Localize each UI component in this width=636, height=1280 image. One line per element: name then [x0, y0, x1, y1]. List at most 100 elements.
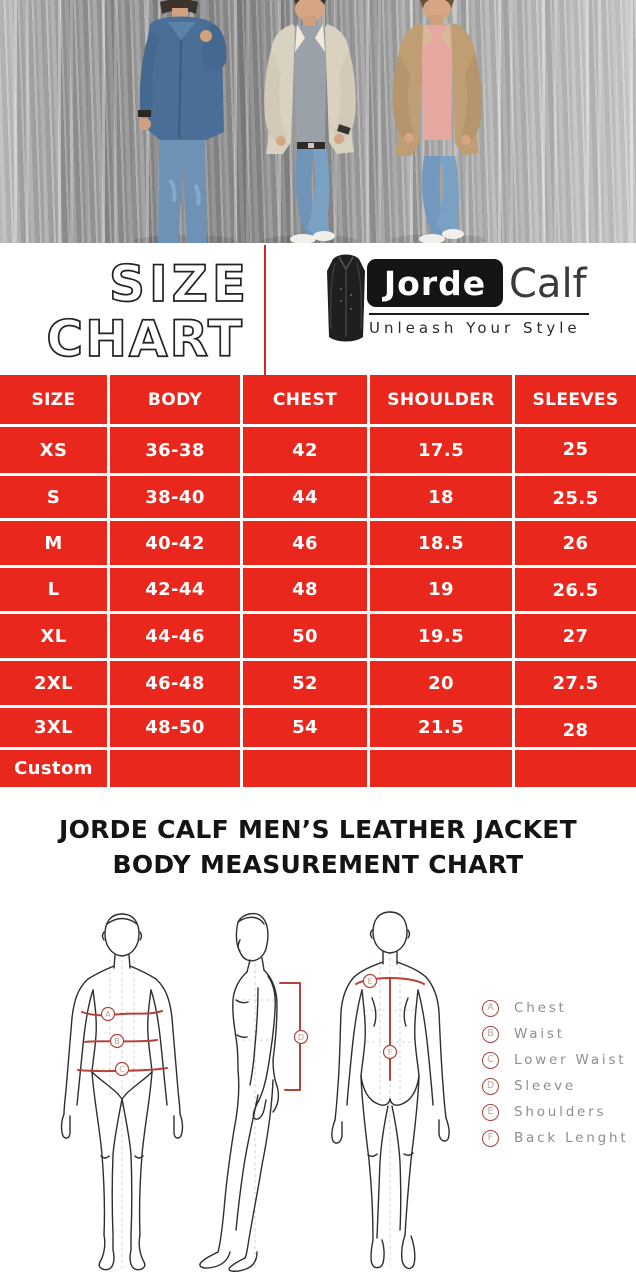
- red-divider-line: [264, 245, 266, 375]
- chart-word: CHART: [46, 310, 244, 368]
- photo-figures: [133, 0, 486, 243]
- legend-item-sleeve: D Sleeve: [482, 1077, 628, 1095]
- table-cell: 18.5: [370, 521, 515, 568]
- table-cell: 20: [370, 661, 515, 708]
- body-diagrams: A B C D E F: [60, 910, 450, 1272]
- table-cell: 54: [243, 708, 370, 750]
- table-cell: [515, 750, 636, 787]
- measurement-chart-title: JORDE CALF MEN’S LEATHER JACKET BODY MEA…: [0, 812, 636, 882]
- table-cell: 27: [515, 614, 636, 661]
- chest-line: [81, 1010, 163, 1017]
- legend-key-E: E: [482, 1103, 499, 1121]
- jorde-calf-logo: Jorde Calf Unleash Your Style: [325, 247, 625, 351]
- man-denim-jacket: [138, 0, 227, 243]
- table-cell: S: [0, 476, 110, 521]
- figure-back-view: [331, 911, 450, 1270]
- legend-key-C: C: [482, 1051, 499, 1069]
- logo-pill: Jorde: [367, 259, 503, 307]
- table-cell: [110, 750, 243, 787]
- measurement-lines: [77, 977, 425, 1091]
- man-tan-jacket: [392, 0, 482, 243]
- marker-letter-D: D: [298, 1033, 304, 1042]
- table-cell: 44: [243, 476, 370, 521]
- marker-circle-E: [362, 973, 378, 989]
- table-cell: 26: [515, 521, 636, 568]
- table-cell: 3XL: [0, 708, 110, 750]
- table-cell: 26.5: [515, 568, 636, 614]
- logo-rule: [369, 313, 589, 315]
- legend-key-A: A: [482, 999, 499, 1017]
- logo-tagline: Unleash Your Style: [369, 319, 581, 337]
- table-cell: 42-44: [110, 568, 243, 614]
- legend-item-lower-waist: C Lower Waist: [482, 1051, 628, 1069]
- marker-circle-A: [100, 1006, 116, 1022]
- measurement-markers: A B C D E F: [100, 973, 398, 1077]
- legend-label-sleeve: Sleeve: [514, 1078, 577, 1094]
- marker-letter-E: E: [367, 977, 372, 986]
- legend-item-back-length: F Back Lenght: [482, 1129, 628, 1147]
- legend-key-D: D: [482, 1077, 499, 1095]
- figure-side-view: [199, 912, 280, 1272]
- measurement-legend: A Chest B Waist C Lower Waist D Sleeve E…: [482, 999, 628, 1155]
- leather-jacket-icon: [327, 254, 365, 342]
- legend-label-waist: Waist: [514, 1026, 565, 1042]
- legend-item-chest: A Chest: [482, 999, 628, 1017]
- table-cell: Custom: [0, 750, 110, 787]
- table-cell: 52: [243, 661, 370, 708]
- marker-letter-C: C: [119, 1065, 125, 1074]
- table-cell: 44-46: [110, 614, 243, 661]
- header-size: SIZE: [0, 375, 110, 427]
- marker-circle-C: [114, 1061, 130, 1077]
- size-chart-outline-title: SIZE CHART: [46, 254, 250, 369]
- size-word: SIZE: [109, 255, 250, 313]
- table-cell: 42: [243, 427, 370, 476]
- table-cell: 25: [515, 427, 636, 476]
- marker-letter-A: A: [105, 1010, 111, 1019]
- table-cell: 50: [243, 614, 370, 661]
- table-cell: 21.5: [370, 708, 515, 750]
- header-shoulder: SHOULDER: [370, 375, 515, 427]
- header-sleeves: SLEEVES: [515, 375, 636, 427]
- table-cell: XL: [0, 614, 110, 661]
- header-chest: CHEST: [243, 375, 370, 427]
- table-cell: 25.5: [515, 476, 636, 521]
- measurement-title-line2: BODY MEASUREMENT CHART: [112, 850, 524, 879]
- legend-key-B: B: [482, 1025, 499, 1043]
- table-cell: 18: [370, 476, 515, 521]
- marker-circle-F: [382, 1044, 398, 1060]
- table-cell: 19.5: [370, 614, 515, 661]
- table-cell: [370, 750, 515, 787]
- table-cell: XS: [0, 427, 110, 476]
- table-cell: 48: [243, 568, 370, 614]
- table-cell: 27.5: [515, 661, 636, 708]
- marker-letter-B: B: [114, 1037, 120, 1046]
- figure-front-view: [60, 913, 184, 1271]
- marker-circle-D: [293, 1029, 309, 1045]
- table-cell: M: [0, 521, 110, 568]
- table-cell: 36-38: [110, 427, 243, 476]
- table-cell: 38-40: [110, 476, 243, 521]
- measurement-title-line1: JORDE CALF MEN’S LEATHER JACKET: [58, 815, 578, 844]
- legend-label-chest: Chest: [514, 1000, 567, 1016]
- hero-photo-three-men: [0, 0, 636, 243]
- header-body: BODY: [110, 375, 243, 427]
- legend-label-back-length: Back Lenght: [514, 1130, 629, 1146]
- table-cell: 19: [370, 568, 515, 614]
- brand-band: SIZE CHART Jorde Calf Unleash Your Style: [0, 243, 636, 375]
- table-cell: 28: [515, 708, 636, 750]
- table-cell: 2XL: [0, 661, 110, 708]
- man-cream-jacket: [264, 0, 356, 243]
- table-cell: [243, 750, 370, 787]
- marker-letter-F: F: [388, 1048, 393, 1057]
- table-cell: 46: [243, 521, 370, 568]
- legend-item-shoulders: E Shoulders: [482, 1103, 628, 1121]
- table-cell: L: [0, 568, 110, 614]
- logo-secondary-text: Calf: [509, 261, 587, 307]
- marker-circle-B: [109, 1033, 125, 1049]
- table-cell: 40-42: [110, 521, 243, 568]
- table-cell: 17.5: [370, 427, 515, 476]
- table-cell: 46-48: [110, 661, 243, 708]
- legend-label-lower-waist: Lower Waist: [514, 1052, 627, 1068]
- table-cell: 48-50: [110, 708, 243, 750]
